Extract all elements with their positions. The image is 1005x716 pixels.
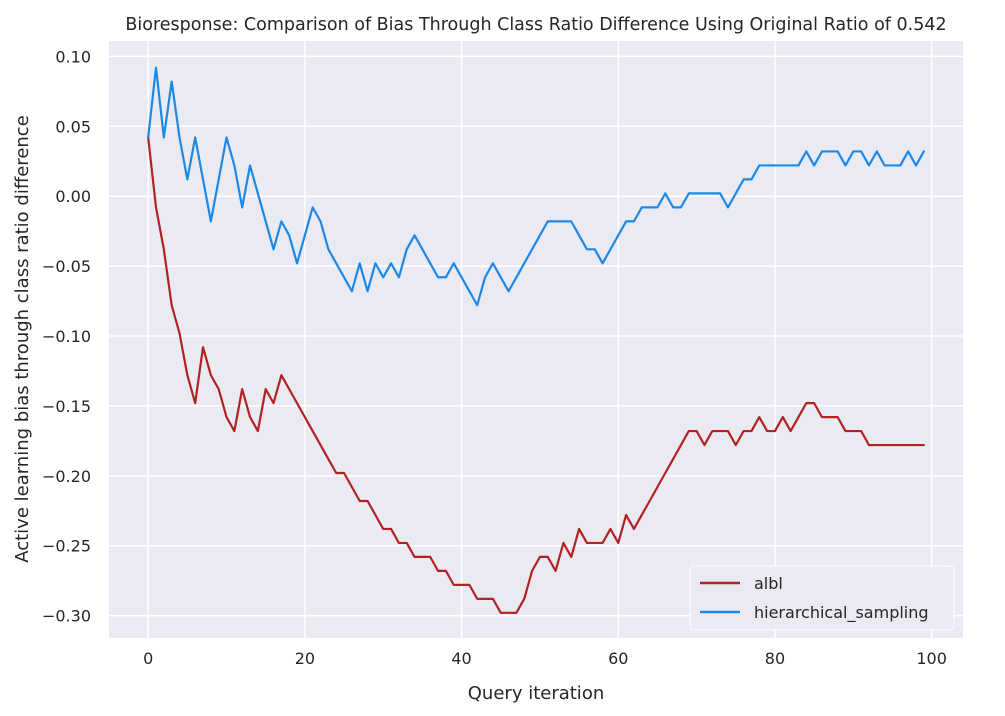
x-tick-label: 60 — [608, 649, 628, 668]
y-tick-label: −0.25 — [42, 537, 91, 556]
legend: albl hierarchical_sampling — [689, 565, 955, 631]
chart-title: Bioresponse: Comparison of Bias Through … — [125, 15, 946, 35]
y-tick-label: −0.20 — [42, 467, 91, 486]
series-line-albl — [147, 136, 925, 614]
y-tick-label: 0.05 — [55, 117, 91, 136]
y-axis-ticks: −0.30 −0.25 −0.20 −0.15 −0.10 −0.05 0.00 0.05 0.… — [42, 47, 91, 625]
y-tick-label: 0.00 — [55, 187, 91, 206]
x-tick-label: 20 — [295, 649, 315, 668]
x-tick-label: 0 — [143, 649, 153, 668]
y-tick-label: 0.10 — [55, 47, 91, 66]
series-lines — [147, 66, 925, 614]
y-axis-title: Active learning bias through class ratio… — [12, 115, 33, 563]
y-tick-label: −0.15 — [42, 397, 91, 416]
x-tick-label: 100 — [916, 649, 947, 668]
x-tick-label: 80 — [765, 649, 785, 668]
y-tick-label: −0.30 — [42, 607, 91, 626]
grid — [109, 41, 963, 638]
plot-area — [109, 41, 963, 638]
legend-label-albl: albl — [754, 574, 783, 593]
y-tick-label: −0.10 — [42, 327, 91, 346]
x-tick-label: 40 — [451, 649, 471, 668]
x-axis-title: Query iteration — [468, 683, 604, 704]
y-tick-label: −0.05 — [42, 257, 91, 276]
series-line-hierarchical-sampling — [147, 66, 925, 307]
legend-box — [689, 565, 955, 631]
legend-label-hierarchical-sampling: hierarchical_sampling — [754, 603, 929, 623]
x-axis-ticks: 0 20 40 60 80 100 — [143, 649, 947, 668]
